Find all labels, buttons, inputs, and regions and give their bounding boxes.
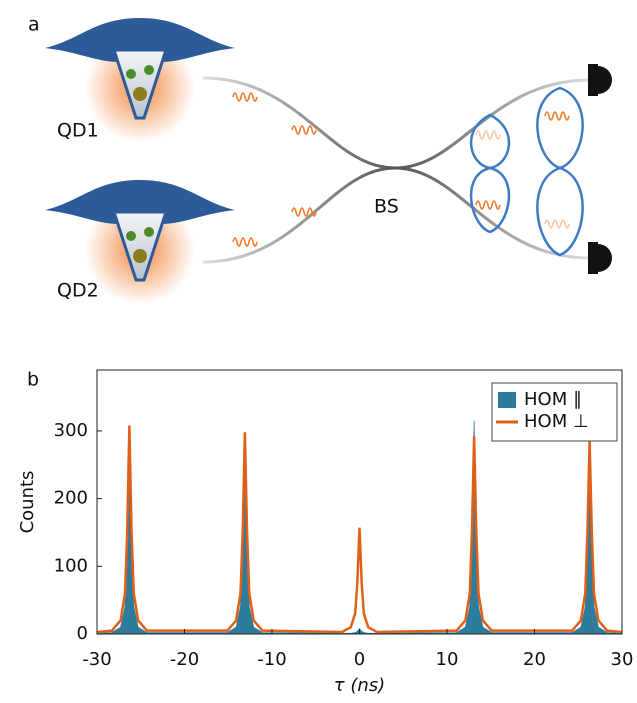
qd-label: QD2 [57, 280, 99, 302]
diagram: a QD1 QD2 BS b [27, 14, 612, 391]
legend-label: HOM ⊥ [524, 411, 589, 432]
x-tick-label: 10 [436, 649, 459, 670]
x-tick-label: -10 [257, 649, 286, 670]
y-tick-label: 100 [54, 555, 88, 576]
legend-label: HOM ∥ [524, 389, 582, 410]
histogram-area [96, 420, 623, 635]
panel-label: b [27, 369, 39, 391]
series-line [96, 425, 623, 634]
bs-label: BS [374, 196, 399, 218]
y-axis-label: Counts [17, 471, 38, 534]
legend-swatch [498, 392, 516, 408]
y-tick-label: 300 [54, 420, 88, 441]
x-tick-label: 0 [354, 649, 365, 670]
y-tick-label: 200 [54, 488, 88, 509]
x-tick-label: -30 [82, 649, 111, 670]
y-tick-label: 0 [77, 623, 88, 644]
x-axis-label: τ (ns) [334, 675, 385, 696]
x-tick-label: 30 [611, 649, 634, 670]
x-tick-label: -20 [170, 649, 199, 670]
x-tick-label: 20 [523, 649, 546, 670]
qd-label: QD1 [57, 120, 99, 142]
panel-label: a [28, 14, 40, 36]
